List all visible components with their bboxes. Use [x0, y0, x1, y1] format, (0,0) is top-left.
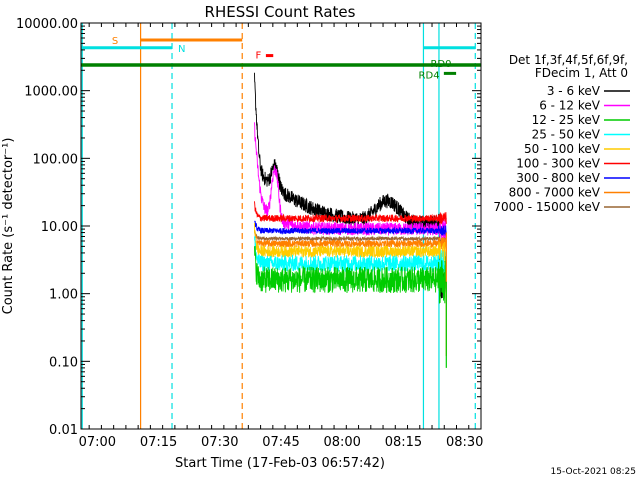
y-tick-label: 1000.00 — [24, 85, 78, 100]
legend-entry-label: 7000 - 15000 keV — [493, 200, 600, 214]
flag-label: RD0 — [430, 59, 451, 70]
y-tick-label: 100.00 — [33, 152, 79, 167]
legend-entry-label: 12 - 25 keV — [532, 113, 601, 127]
series-line-7 — [254, 230, 447, 250]
legend-entry-label: 25 - 50 keV — [532, 128, 601, 142]
legend-header-line2: FDecim 1, Att 0 — [535, 66, 628, 80]
legend-entry-label: 800 - 7000 keV — [509, 186, 601, 200]
flag-label: N — [178, 44, 185, 55]
series-line-8 — [254, 230, 447, 244]
series-line-3 — [254, 236, 447, 277]
x-tick-label: 07:30 — [201, 435, 238, 450]
series-line-5 — [254, 201, 447, 225]
y-tick-label: 0.01 — [49, 423, 78, 438]
y-tick-label: 0.10 — [49, 355, 78, 370]
y-tick-label: 10.00 — [41, 220, 78, 235]
series-line-6 — [254, 220, 447, 236]
series-line-2 — [254, 245, 447, 304]
flag-label: S — [112, 36, 118, 47]
legend-entry-label: 3 - 6 keV — [547, 84, 601, 98]
x-tick-label: 07:45 — [262, 435, 299, 450]
x-axis-label: Start Time (17-Feb-03 06:57:42) — [175, 456, 385, 471]
series-line-4 — [254, 222, 447, 263]
legend-entry-label: 6 - 12 keV — [539, 99, 601, 113]
y-tick-label: 10000.00 — [16, 17, 78, 32]
y-axis: 0.01 0.10 1.00 10.00 100.00 1000.00 10000.00 — [16, 17, 481, 438]
legend-entry-label: 50 - 100 keV — [524, 142, 601, 156]
legend-header-line1: Det 1f,3f,4f,5f,6f,9f, — [509, 53, 628, 67]
series-line-1 — [254, 122, 447, 241]
flag-label: F — [255, 51, 261, 62]
x-tick-label: 07:00 — [79, 435, 116, 450]
chart-title: RHESSI Count Rates — [205, 3, 356, 21]
flag-label: RD4 — [419, 70, 440, 81]
timestamp: 15-Oct-2021 08:25 — [551, 467, 636, 477]
legend-entry-label: 100 - 300 keV — [516, 157, 600, 171]
x-tick-label: 08:15 — [385, 435, 422, 450]
x-axis: 07:00 07:15 07:30 07:45 08:00 08:15 08:30 — [79, 23, 483, 450]
x-tick-label: 08:30 — [446, 435, 483, 450]
legend: Det 1f,3f,4f,5f,6f,9f, FDecim 1, Att 0 3… — [493, 53, 630, 214]
legend-entry-label: 300 - 800 keV — [516, 171, 600, 185]
y-axis-label: Count Rate (s⁻¹ detector⁻¹) — [1, 138, 16, 315]
y-tick-label: 1.00 — [49, 288, 78, 303]
x-tick-label: 08:00 — [323, 435, 360, 450]
x-tick-label: 07:15 — [140, 435, 177, 450]
